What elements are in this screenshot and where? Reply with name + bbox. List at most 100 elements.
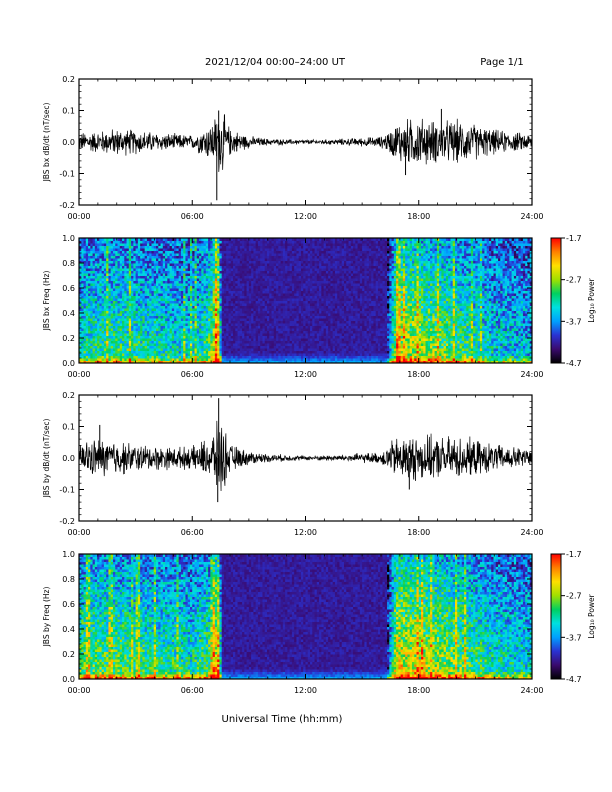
heatmap-cell xyxy=(106,355,109,359)
heatmap-cell xyxy=(144,270,148,274)
heatmap-cell xyxy=(165,250,168,254)
heatmap-cell xyxy=(103,258,107,261)
heatmap-cell xyxy=(169,310,173,314)
heatmap-cell xyxy=(110,240,114,244)
heatmap-cell xyxy=(94,313,98,316)
heatmap-cell xyxy=(185,355,189,359)
heatmap-cell xyxy=(165,285,168,289)
heatmap-cell xyxy=(131,288,134,291)
heatmap-cell xyxy=(153,288,157,291)
heatmap-cell xyxy=(174,293,177,296)
heatmap-cell xyxy=(178,325,182,329)
heatmap-cell xyxy=(169,340,173,344)
heatmap-cell xyxy=(124,290,128,294)
heatmap-cell xyxy=(79,328,82,331)
heatmap-cell xyxy=(124,293,128,296)
heatmap-cell xyxy=(140,295,143,299)
heatmap-cell xyxy=(146,343,150,346)
heatmap-cell xyxy=(174,285,177,289)
heatmap-cell xyxy=(135,253,139,256)
heatmap-cell xyxy=(142,275,146,279)
heatmap-cell xyxy=(149,283,152,286)
heatmap-cell xyxy=(131,283,134,286)
heatmap-cell xyxy=(112,345,116,349)
heatmap-cell xyxy=(178,330,182,334)
heatmap-cell xyxy=(137,285,141,289)
heatmap-cell xyxy=(160,323,164,326)
heatmap-cell xyxy=(119,270,123,274)
heatmap-cell xyxy=(126,353,130,356)
heatmap-cell xyxy=(106,348,109,351)
heatmap-cell xyxy=(83,273,87,276)
heatmap-cell xyxy=(167,345,171,349)
heatmap-cell xyxy=(169,288,173,291)
heatmap-cell xyxy=(94,275,98,279)
heatmap-cell xyxy=(165,248,168,251)
heatmap-cell xyxy=(117,335,121,339)
heatmap-cell xyxy=(119,320,123,324)
heatmap-cell xyxy=(106,308,109,311)
heatmap-cell xyxy=(106,350,109,354)
heatmap-cell xyxy=(88,353,91,356)
heatmap-cell xyxy=(149,318,152,321)
heatmap-cell xyxy=(156,318,159,321)
heatmap-cell xyxy=(106,340,109,344)
heatmap-cell xyxy=(112,355,116,359)
heatmap-cell xyxy=(180,323,184,326)
heatmap-cell xyxy=(178,243,182,246)
heatmap-cell xyxy=(108,318,112,321)
heatmap-cell xyxy=(94,348,98,351)
heatmap-cell xyxy=(117,318,121,321)
heatmap-cell xyxy=(133,245,137,249)
heatmap-cell xyxy=(156,300,159,304)
heatmap-cell xyxy=(90,243,94,246)
heatmap-cell xyxy=(149,340,152,344)
heatmap-cell xyxy=(171,263,175,266)
heatmap-cell xyxy=(162,285,166,289)
heatmap-cell xyxy=(183,308,186,311)
heatmap-cell xyxy=(156,313,159,316)
heatmap-cell xyxy=(85,348,89,351)
heatmap-cell xyxy=(88,268,91,271)
heatmap-cell xyxy=(85,350,89,354)
heatmap-cell xyxy=(180,295,184,299)
heatmap-cell xyxy=(106,265,109,269)
heatmap-cell xyxy=(167,290,171,294)
heatmap-cell xyxy=(122,355,125,359)
heatmap-cell xyxy=(174,273,177,276)
heatmap-cell xyxy=(85,313,89,316)
heatmap-cell xyxy=(169,243,173,246)
heatmap-cell xyxy=(112,305,116,309)
heatmap-cell xyxy=(83,303,87,306)
heatmap-cell xyxy=(146,318,150,321)
heatmap-cell xyxy=(151,253,155,256)
heatmap-cell xyxy=(174,290,177,294)
heatmap-cell xyxy=(156,243,159,246)
heatmap-cell xyxy=(180,310,184,314)
heatmap-cell xyxy=(185,265,189,269)
heatmap-cell xyxy=(122,330,125,334)
heatmap-cell xyxy=(169,253,173,256)
heatmap-cell xyxy=(185,345,189,349)
heatmap-cell xyxy=(83,288,87,291)
heatmap-cell xyxy=(79,340,82,344)
heatmap-cell xyxy=(135,308,139,311)
heatmap-cell xyxy=(160,283,164,286)
heatmap-cell xyxy=(162,358,166,361)
heatmap-cell xyxy=(83,260,87,264)
heatmap-cell xyxy=(92,350,96,354)
heatmap-cell xyxy=(151,258,155,261)
heatmap-cell xyxy=(101,330,105,334)
heatmap-cell xyxy=(185,288,189,291)
heatmap-cell xyxy=(158,343,162,346)
heatmap-cell xyxy=(142,280,146,284)
heatmap-cell xyxy=(119,268,123,271)
heatmap-cell xyxy=(165,303,168,306)
heatmap-cell xyxy=(110,285,114,289)
heatmap-cell xyxy=(146,290,150,294)
heatmap-cell xyxy=(144,348,148,351)
heatmap-cell xyxy=(174,315,177,319)
heatmap-cell xyxy=(94,265,98,269)
heatmap-cell xyxy=(128,305,132,309)
heatmap-cell xyxy=(178,293,182,296)
